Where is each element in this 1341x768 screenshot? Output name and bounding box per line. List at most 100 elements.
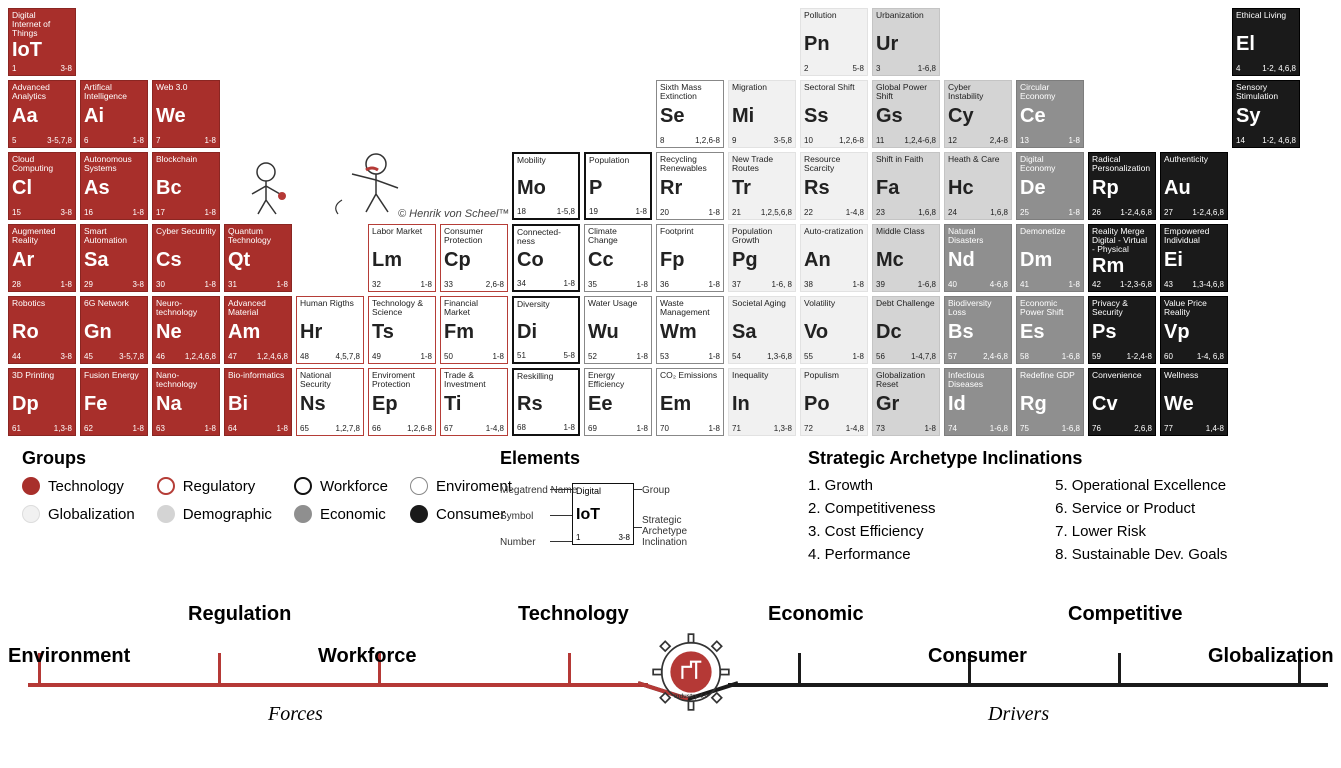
- element-key-diagram: Megatrend Name Symbol Number Group Strat…: [500, 477, 710, 567]
- element-dc: Debt ChallengeDc561-4,7,8: [872, 296, 940, 364]
- element-rs: Resource ScarcityRs221-4,8: [800, 152, 868, 220]
- element-gr: Globalization ResetGr731-8: [872, 368, 940, 436]
- element-fm: Financial MarketFm501-8: [440, 296, 508, 364]
- element-rg: Redefine GDPRg751-6,8: [1016, 368, 1084, 436]
- credit-text: © Henrik von Scheel™: [398, 208, 509, 220]
- drivers-label: Drivers: [988, 703, 1049, 726]
- element-po: PopulismPo721-4,8: [800, 368, 868, 436]
- element-el: Ethical LivingEl41-2, 4,6,8: [1232, 8, 1300, 76]
- strip-word-environment: Environment: [8, 645, 130, 668]
- swatch-globalization: Globalization: [22, 505, 135, 523]
- element-gn: 6G NetworkGn453-5,7,8: [80, 296, 148, 364]
- element-ns: National SecurityNs651,2,7,8: [296, 368, 364, 436]
- element-am: Advanced MaterialAm471,2,4,6,8: [224, 296, 292, 364]
- archetype-item: 2. Competitiveness: [808, 500, 1027, 517]
- forces-drivers-strip: Environment Regulation Workforce Technology…: [8, 573, 1333, 743]
- strip-word-technology: Technology: [518, 603, 629, 626]
- element-pg: Population GrowthPg371-6, 8: [728, 224, 796, 292]
- legend: Groups TechnologyRegulatoryWorkforceEnvi…: [8, 448, 1333, 567]
- element-rr: Recycling RenewablesRr201-8: [656, 152, 724, 220]
- element-ti: Trade & InvestmentTi671-4,8: [440, 368, 508, 436]
- key-sample-cell: Digital IoT 13-8: [572, 483, 634, 545]
- strip-word-consumer: Consumer: [928, 645, 1027, 668]
- svg-text:Industry 4.0: Industry 4.0: [674, 694, 708, 700]
- element-ee: Energy EfficiencyEe691-8: [584, 368, 652, 436]
- element-rs: ReskillingRs681-8: [512, 368, 580, 436]
- element-ts: Technology & ScienceTs491-8: [368, 296, 436, 364]
- element-gs: Global Power ShiftGs111,2,4-6,8: [872, 80, 940, 148]
- element-ce: Circular EconomyCe131-8: [1016, 80, 1084, 148]
- element-sa: Societal AgingSa541,3-6,8: [728, 296, 796, 364]
- element-ep: Enviroment ProtectionEp661,2,6-8: [368, 368, 436, 436]
- legend-archetypes: Strategic Archetype Inclinations 1. Grow…: [808, 448, 1319, 567]
- archetype-item: 7. Lower Risk: [1055, 523, 1319, 540]
- swatch-demographic: Demographic: [157, 505, 272, 523]
- element-sa: Smart AutomationSa293-8: [80, 224, 148, 292]
- element-lm: Labor MarketLm321-8: [368, 224, 436, 292]
- swatch-workforce: Workforce: [294, 477, 388, 495]
- element-rm: Reality MergeDigital - Virtual - Physica…: [1088, 224, 1156, 292]
- element-as: Autonomous SystemsAs161-8: [80, 152, 148, 220]
- industry-4-gear-icon: Industry 4.0: [648, 629, 734, 715]
- swatch-enviroment: Enviroment: [410, 477, 512, 495]
- element-na: Nano-technologyNa631-8: [152, 368, 220, 436]
- element-bs: Biodiversity LossBs572,4-6,8: [944, 296, 1012, 364]
- element-dm: DemonetizeDm411-8: [1016, 224, 1084, 292]
- element-nd: Natural DisastersNd404-6,8: [944, 224, 1012, 292]
- key-number-label: Number: [500, 537, 536, 548]
- element-wm: Waste ManagementWm531-8: [656, 296, 724, 364]
- element-cc: Climate ChangeCc351-8: [584, 224, 652, 292]
- legend-elements: Elements Megatrend Name Symbol Number Gr…: [500, 448, 760, 567]
- element-co: Connected-nessCo341-8: [512, 224, 580, 292]
- element-de: Digital EconomyDe251-8: [1016, 152, 1084, 220]
- archetype-item: 6. Service or Product: [1055, 500, 1319, 517]
- element-qt: Quantum TechnologyQt311-8: [224, 224, 292, 292]
- element-di: DiversityDi515-8: [512, 296, 580, 364]
- swatch-technology: Technology: [22, 477, 135, 495]
- archetype-item: 1. Growth: [808, 477, 1027, 494]
- archetype-item: 8. Sustainable Dev. Goals: [1055, 546, 1319, 563]
- element-cp: Consumer ProtectionCp332,6-8: [440, 224, 508, 292]
- element-aa: Advanced AnalyticsAa53-5,7,8: [8, 80, 76, 148]
- element-ro: RoboticsRo443-8: [8, 296, 76, 364]
- legend-groups: Groups TechnologyRegulatoryWorkforceEnvi…: [22, 448, 452, 567]
- element-id: Infectious DiseasesId741-6,8: [944, 368, 1012, 436]
- element-hc: Heath & CareHc241,6,8: [944, 152, 1012, 220]
- legend-arch-title: Strategic Archetype Inclinations: [808, 448, 1319, 469]
- element-fe: Fusion EnergyFe621-8: [80, 368, 148, 436]
- element-we: Web 3.0We71-8: [152, 80, 220, 148]
- element-fa: Shift in FaithFa231,6,8: [872, 152, 940, 220]
- strip-word-globalization: Globalization: [1208, 645, 1334, 668]
- element-hr: Human RigthsHr484,5,7,8: [296, 296, 364, 364]
- doodle-figure-left: [236, 158, 296, 218]
- strip-word-regulation: Regulation: [188, 603, 291, 626]
- strip-word-workforce: Workforce: [318, 645, 417, 668]
- archetype-item: 4. Performance: [808, 546, 1027, 563]
- swatch-economic: Economic: [294, 505, 388, 523]
- archetype-item: 3. Cost Efficiency: [808, 523, 1027, 540]
- element-ne: Neuro-technologyNe461,2,4,6,8: [152, 296, 220, 364]
- element-se: Sixth Mass ExtinctionSe81,2,6-8: [656, 80, 724, 148]
- element-au: AuthenticityAu271-2,4,6,8: [1160, 152, 1228, 220]
- swatch-consumer: Consumer: [410, 505, 512, 523]
- element-mc: Middle ClassMc391-6,8: [872, 224, 940, 292]
- element-cv: ConvenienceCv762,6,8: [1088, 368, 1156, 436]
- element-pn: PollutionPn25-8: [800, 8, 868, 76]
- element-ur: UrbanizationUr31-6,8: [872, 8, 940, 76]
- key-incl-label: Strategic Archetype Inclination: [642, 515, 712, 548]
- element-vp: Value Price RealityVp601-4, 6,8: [1160, 296, 1228, 364]
- swatch-regulatory: Regulatory: [157, 477, 272, 495]
- element-p: PopulationP191-8: [584, 152, 652, 220]
- element-vo: VolatilityVo551-8: [800, 296, 868, 364]
- element-cy: Cyber InstabilityCy122,4-8: [944, 80, 1012, 148]
- forces-label: Forces: [268, 703, 323, 726]
- element-we: WellnessWe771,4-8: [1160, 368, 1228, 436]
- element-ai: Artifical IntelligenceAi61-8: [80, 80, 148, 148]
- strip-word-competitive: Competitive: [1068, 603, 1182, 626]
- megatrend-periodic-table: © Henrik von Scheel™ DigitalInternet of …: [8, 8, 1333, 438]
- element-an: Auto-cratizationAn381-8: [800, 224, 868, 292]
- element-bi: Bio-informaticsBi641-8: [224, 368, 292, 436]
- key-name-label: Megatrend Name: [500, 485, 577, 496]
- element-ei: Empowered IndividualEi431,3-4,6,8: [1160, 224, 1228, 292]
- element-in: InequalityIn711,3-8: [728, 368, 796, 436]
